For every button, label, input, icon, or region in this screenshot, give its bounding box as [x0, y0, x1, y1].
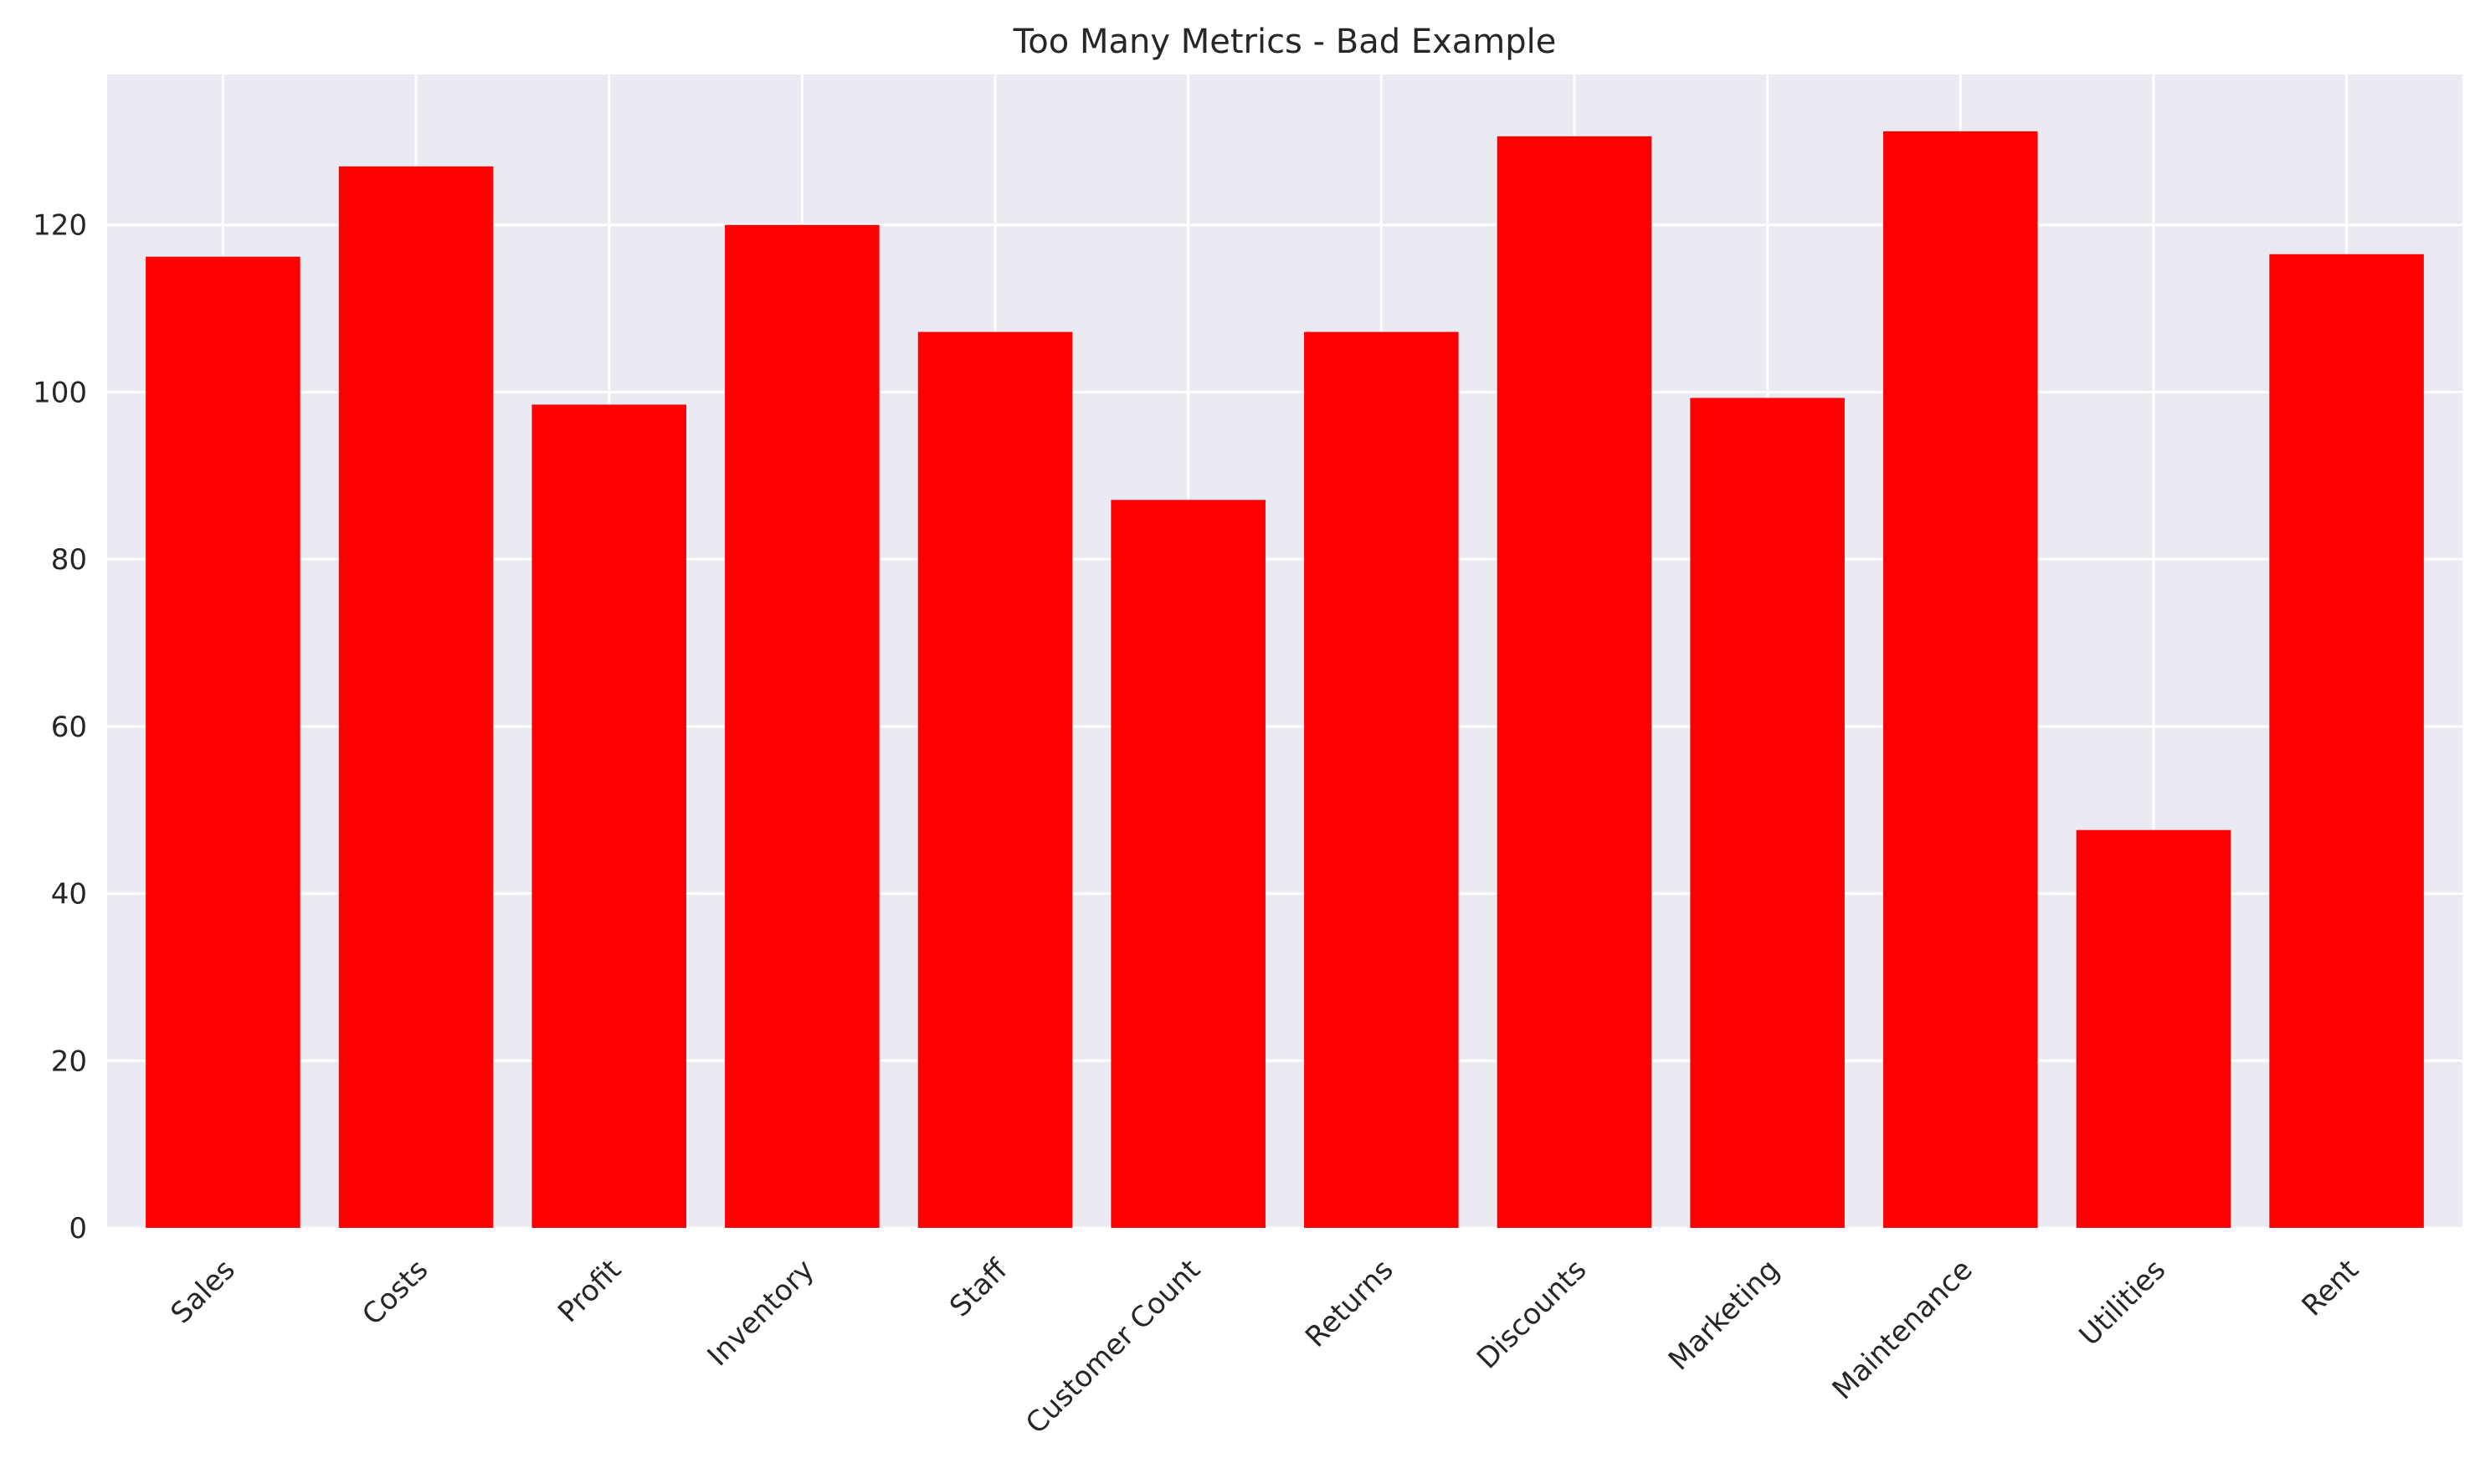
chart-title: Too Many Metrics - Bad Example: [1013, 23, 1557, 61]
bar-maintenance: [1883, 131, 2038, 1228]
x-tick-label: Sales: [164, 1253, 241, 1330]
bar-customer-count: [1111, 500, 1266, 1228]
x-tick-label: Profit: [552, 1253, 628, 1329]
y-tick-label: 100: [33, 376, 87, 409]
x-tick-label: Inventory: [701, 1253, 821, 1373]
y-tick-label: 0: [69, 1212, 87, 1245]
bar-utilities: [2076, 829, 2231, 1228]
bar-staff: [917, 331, 1073, 1229]
bar-inventory: [725, 224, 880, 1228]
bar-returns: [1304, 331, 1459, 1229]
y-tick-label: 20: [51, 1045, 87, 1078]
bar-rent: [2269, 254, 2424, 1228]
bar-profit: [531, 404, 686, 1228]
x-tick-label: Costs: [356, 1253, 434, 1332]
plot-area: [107, 74, 2462, 1228]
y-axis-ticks: 0 20 40 60 80 100 120: [33, 209, 87, 1245]
x-tick-label: Customer Count: [1019, 1253, 1207, 1440]
y-tick-label: 60: [51, 711, 87, 744]
y-tick-label: 80: [51, 543, 87, 577]
bar-costs: [338, 166, 494, 1228]
x-axis-ticks: Sales Costs Profit Inventory Staff Customer C…: [164, 1252, 2364, 1440]
x-tick-label: Maintenance: [1826, 1253, 1979, 1406]
bar-discounts: [1497, 136, 1652, 1229]
x-tick-label: Rent: [2296, 1253, 2365, 1322]
x-tick-label: Marketing: [1662, 1253, 1786, 1377]
x-tick-label: Discounts: [1471, 1253, 1593, 1375]
bar-sales: [146, 256, 300, 1228]
bars: [146, 131, 2424, 1229]
y-tick-label: 40: [51, 878, 87, 911]
y-tick-label: 120: [33, 209, 87, 243]
x-tick-label: Utilities: [2073, 1253, 2173, 1353]
bar-marketing: [1690, 398, 1845, 1229]
x-tick-label: Staff: [943, 1252, 1014, 1323]
x-tick-label: Returns: [1299, 1253, 1400, 1354]
